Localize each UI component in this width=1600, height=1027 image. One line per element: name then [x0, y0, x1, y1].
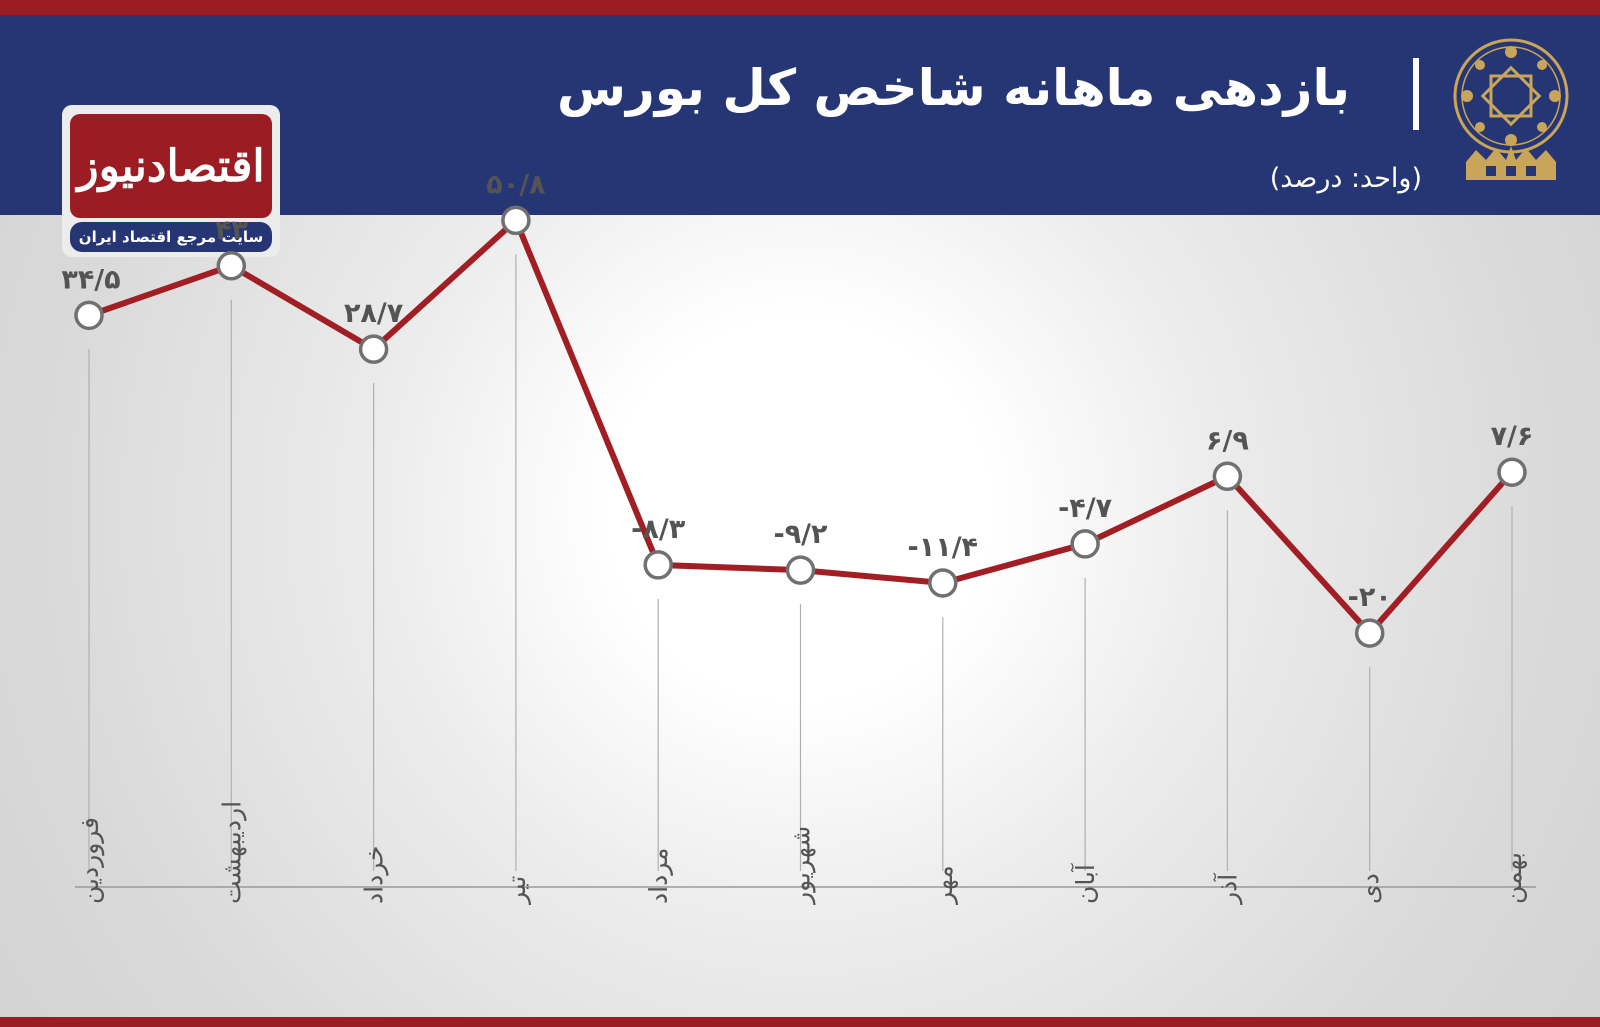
data-point	[358, 334, 389, 364]
data-point	[74, 300, 104, 331]
x-tick-label: آذر	[1212, 873, 1242, 906]
data-label: ۳۴/۵	[61, 264, 120, 295]
data-point	[1070, 529, 1100, 559]
data-label: ۴۳	[215, 215, 248, 246]
data-label: -۱۱/۴	[908, 532, 979, 563]
data-label: -۴/۷	[1058, 493, 1113, 524]
data-label: -۸/۳	[631, 514, 686, 545]
x-tick-label: مهر	[929, 865, 959, 906]
data-point	[1212, 461, 1243, 492]
x-tick-label: اردیبهشت	[217, 801, 247, 904]
data-label: -۲۰	[1348, 582, 1392, 613]
chart-title: بازدهی ماهانه شاخص کل بورس	[557, 59, 1350, 117]
bottom-accent-stripe	[0, 1017, 1600, 1027]
brand-tagline: سایت مرجع اقتصاد ایران	[70, 222, 272, 252]
x-tick-label: بهمن	[1498, 852, 1528, 904]
data-label: ۶/۹	[1206, 425, 1249, 456]
data-point	[1354, 618, 1385, 648]
data-point	[928, 568, 958, 598]
data-point	[785, 555, 816, 585]
x-tick-label: خرداد	[360, 846, 389, 904]
data-point	[643, 550, 673, 580]
brand-logo: اقتصادنیوز	[70, 114, 272, 218]
x-tick-label: مرداد	[644, 848, 673, 904]
data-point	[501, 205, 531, 236]
data-point	[1497, 457, 1527, 487]
x-tick-label: آبان	[1070, 863, 1100, 904]
brand-name: اقتصادنیوز	[77, 140, 265, 192]
data-label: ۷/۶	[1491, 421, 1534, 452]
data-label: -۹/۲	[773, 519, 828, 550]
x-tick-label: تیر	[502, 876, 531, 906]
top-accent-stripe	[0, 0, 1600, 15]
data-label: ۲۸/۷	[344, 298, 404, 329]
title-divider	[1413, 58, 1419, 130]
x-tick-label: دی	[1356, 873, 1385, 904]
stock-exchange-seal-icon	[1453, 38, 1569, 180]
data-label: ۵۰/۸	[486, 169, 546, 200]
unit-label: (واحد: درصد)	[1269, 163, 1422, 194]
data-point	[216, 251, 247, 281]
x-tick-label: شهریور	[787, 826, 817, 906]
x-tick-label: فروردین	[75, 817, 105, 904]
